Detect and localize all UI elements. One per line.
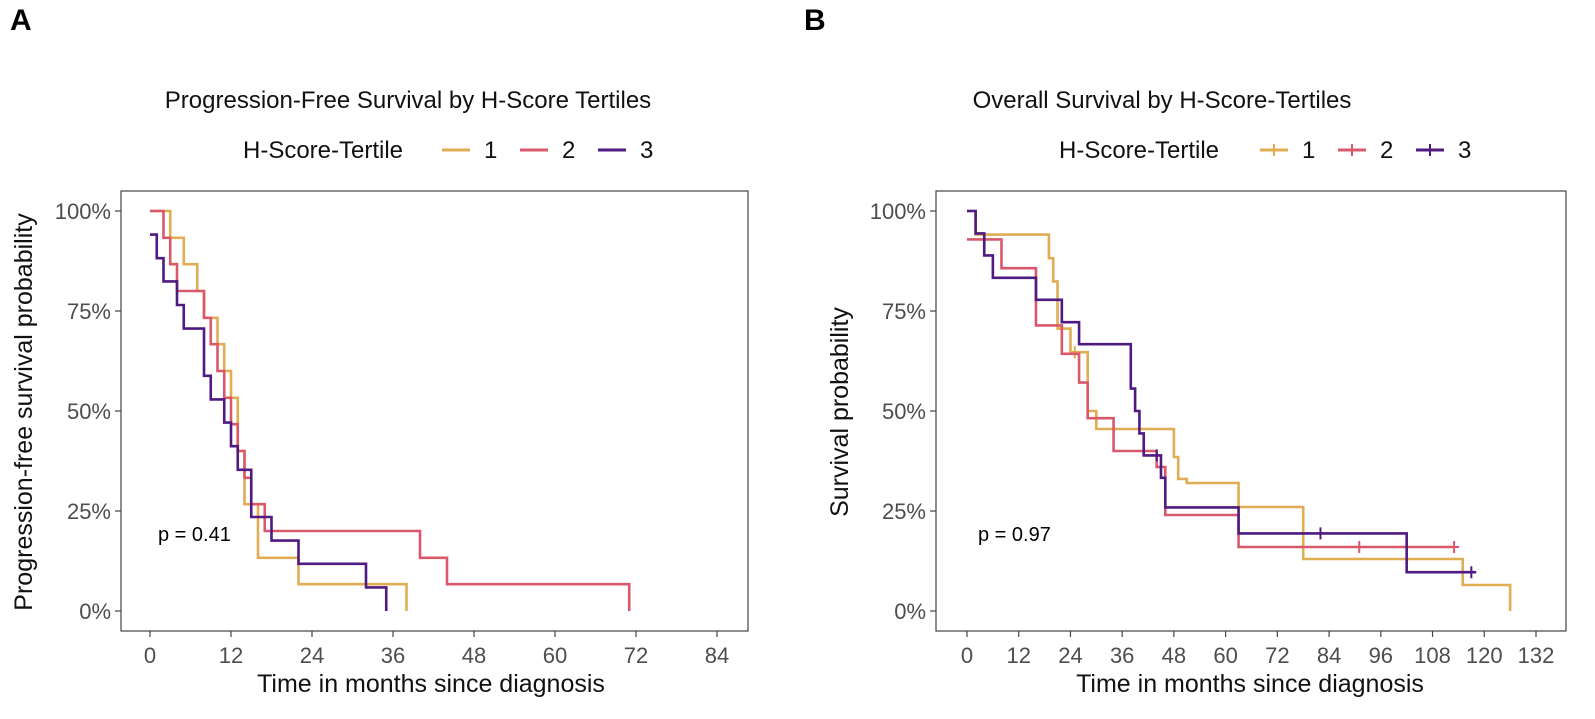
censor-mark — [1151, 449, 1162, 462]
x-tick-label: 60 — [543, 643, 567, 668]
legend-title: H-Score-Tertile — [1059, 137, 1219, 164]
y-tick-label: 100% — [870, 199, 926, 224]
x-tick-label: 96 — [1369, 643, 1393, 668]
x-tick-label: 48 — [1162, 643, 1186, 668]
legend: H-Score-Tertile 1 2 3 — [243, 137, 653, 164]
p-value: p = 0.97 — [978, 524, 1051, 546]
series-line-3 — [150, 233, 388, 611]
chart-title: Overall Survival by H-Score-Tertiles — [973, 87, 1352, 114]
x-tick-label: 84 — [705, 643, 729, 668]
x-tick-label: 132 — [1518, 643, 1555, 668]
y-tick-label: 100% — [55, 199, 111, 224]
legend-label-1: 1 — [484, 137, 497, 164]
x-axis: 0 12 24 36 48 60 72 84 96 108 120 132 — [961, 631, 1554, 668]
legend-title: H-Score-Tertile — [243, 137, 403, 164]
x-tick-label: 120 — [1466, 643, 1503, 668]
legend-label-2: 2 — [1380, 137, 1393, 164]
panel-a: A Progression-Free Survival by H-Score T… — [10, 4, 749, 698]
y-axis: 0% 25% 50% 75% 100% — [870, 199, 936, 624]
panel-letter: B — [804, 4, 826, 37]
censor-mark — [1449, 541, 1460, 553]
plot-area — [935, 190, 1567, 632]
y-tick-label: 75% — [67, 299, 111, 324]
y-axis-label: Progression-free survival probability — [10, 213, 38, 611]
x-tick-label: 72 — [1265, 643, 1289, 668]
x-tick-label: 72 — [624, 643, 648, 668]
legend: H-Score-Tertile 1 2 3 — [1059, 137, 1471, 164]
censor-mark — [1069, 346, 1080, 359]
x-tick-label: 24 — [1058, 643, 1082, 668]
x-axis-label: Time in months since diagnosis — [257, 670, 605, 698]
y-tick-label: 25% — [67, 499, 111, 524]
y-tick-label: 0% — [894, 599, 926, 624]
censor-mark — [1354, 541, 1365, 553]
x-tick-label: 12 — [219, 643, 243, 668]
legend-label-1: 1 — [1302, 137, 1315, 164]
x-tick-label: 36 — [1110, 643, 1134, 668]
x-tick-label: 0 — [961, 643, 973, 668]
y-axis: 0% 25% 50% 75% 100% — [55, 199, 121, 624]
x-tick-label: 36 — [381, 643, 405, 668]
panel-letter: A — [10, 4, 32, 37]
plot-area — [120, 190, 749, 632]
y-tick-label: 50% — [882, 399, 926, 424]
series-line-1 — [150, 209, 408, 611]
legend-label-3: 3 — [1458, 137, 1471, 164]
y-axis-label: Survival probability — [826, 307, 854, 517]
x-tick-label: 84 — [1317, 643, 1341, 668]
x-tick-label: 108 — [1414, 643, 1451, 668]
x-tick-label: 12 — [1006, 643, 1030, 668]
legend-label-3: 3 — [640, 137, 653, 164]
series-line-2 — [967, 238, 1455, 549]
series-layer — [150, 209, 631, 611]
y-tick-label: 0% — [79, 599, 111, 624]
x-axis-label: Time in months since diagnosis — [1076, 670, 1424, 698]
series-line-3 — [967, 209, 1476, 574]
legend-label-2: 2 — [562, 137, 575, 164]
series-line-1 — [967, 209, 1512, 611]
series-layer — [967, 209, 1512, 611]
series-line-2 — [150, 209, 631, 611]
x-axis: 0 12 24 36 48 60 72 84 — [144, 631, 729, 668]
y-tick-label: 50% — [67, 399, 111, 424]
p-value: p = 0.41 — [158, 524, 231, 546]
x-tick-label: 24 — [300, 643, 324, 668]
panel-b: B Overall Survival by H-Score-Tertiles H… — [804, 4, 1567, 698]
x-tick-label: 60 — [1213, 643, 1237, 668]
x-tick-label: 48 — [462, 643, 486, 668]
y-tick-label: 75% — [882, 299, 926, 324]
x-tick-label: 0 — [144, 643, 156, 668]
y-tick-label: 25% — [882, 499, 926, 524]
censor-mark — [1466, 566, 1477, 579]
chart-title: Progression-Free Survival by H-Score Ter… — [165, 87, 651, 114]
censor-mark — [1315, 527, 1326, 540]
